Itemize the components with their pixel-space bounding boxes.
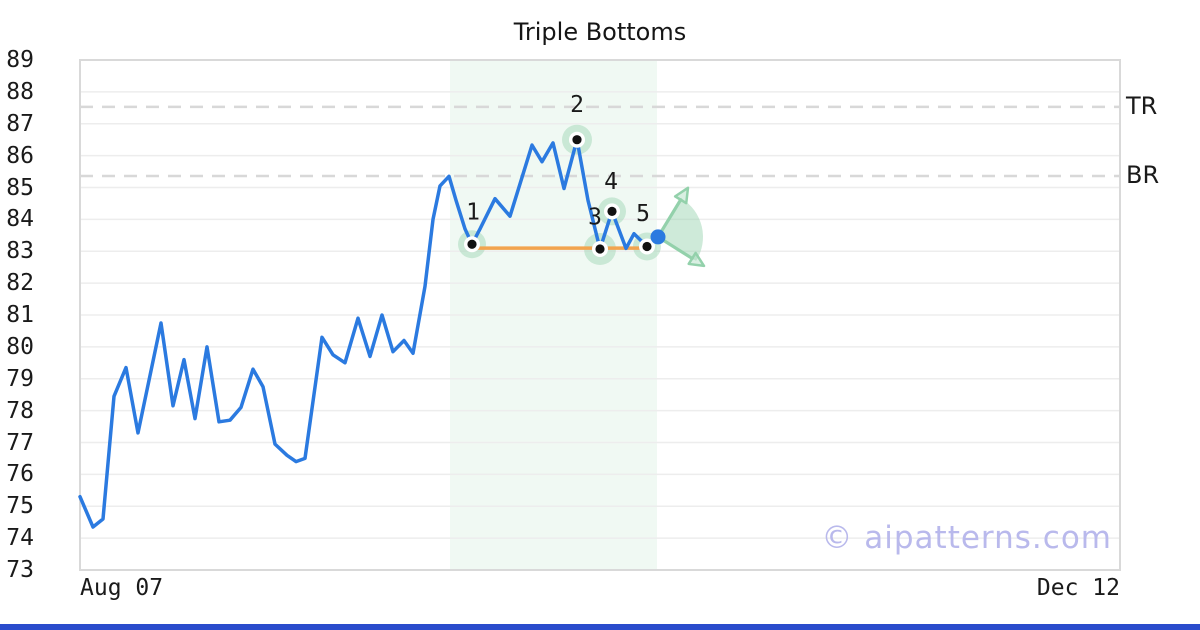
price-line xyxy=(78,137,660,529)
forecast-arrow-down-head xyxy=(687,251,706,268)
y-tick-label: 82 xyxy=(6,270,34,297)
y-tick-label: 75 xyxy=(6,493,34,520)
y-tick-label: 78 xyxy=(6,397,34,424)
marker-dot xyxy=(607,206,617,217)
tr-level-label: TR xyxy=(1126,91,1158,120)
y-tick-label: 83 xyxy=(6,238,34,265)
y-tick-label: 86 xyxy=(6,142,34,169)
y-tick-label: 84 xyxy=(6,206,34,233)
y-tick-label: 74 xyxy=(6,525,34,552)
x-tick-aug07: Aug 07 xyxy=(80,575,164,601)
y-tick-label: 88 xyxy=(6,78,34,105)
marker-number-label: 3 xyxy=(588,205,602,231)
marker-dot xyxy=(467,239,477,249)
y-tick-label: 77 xyxy=(6,429,34,456)
chart-title: Triple Bottoms xyxy=(513,18,687,46)
marker-dot xyxy=(572,135,582,145)
plot-border xyxy=(79,59,1121,571)
forecast-wedge xyxy=(658,198,703,261)
marker-number-label: 4 xyxy=(604,169,618,195)
marker-dot xyxy=(595,244,605,254)
y-tick-label: 73 xyxy=(6,557,34,583)
y-tick-label: 76 xyxy=(6,461,34,488)
y-tick-label: 80 xyxy=(6,333,34,360)
y-tick-label: 87 xyxy=(6,110,34,137)
marker-number-label: 5 xyxy=(636,201,650,227)
watermark: © aipatterns.com xyxy=(821,520,1112,556)
br-level-label: BR xyxy=(1126,161,1160,190)
x-tick-dec12: Dec 12 xyxy=(1036,575,1120,601)
y-tick-label: 89 xyxy=(6,47,34,73)
bottom-accent-bar xyxy=(0,624,1200,630)
y-tick-label: 79 xyxy=(6,365,34,392)
marker-number-label: 2 xyxy=(570,92,584,118)
y-tick-label: 81 xyxy=(6,302,34,328)
current-price-dot xyxy=(650,229,666,245)
marker-number-label: 1 xyxy=(466,200,480,226)
marker-dot xyxy=(642,241,652,252)
forecast-arrow-up-head xyxy=(673,186,690,205)
y-tick-label: 85 xyxy=(6,174,34,201)
